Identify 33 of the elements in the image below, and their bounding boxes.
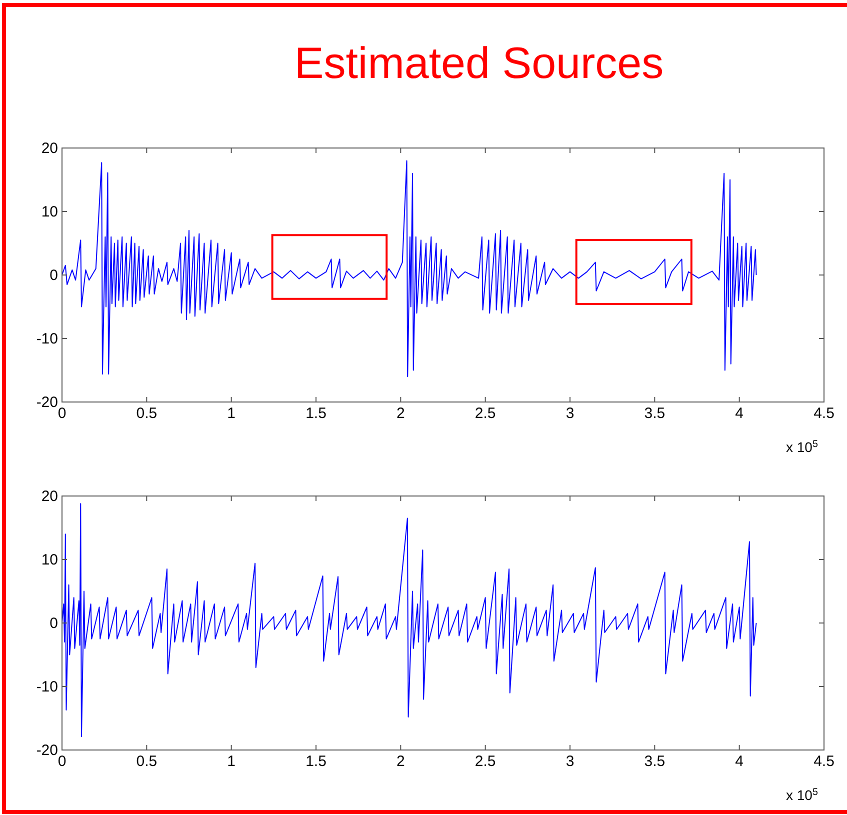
x-tick-label: 3 (566, 753, 574, 770)
y-tick-label: -20 (36, 742, 58, 759)
line-series (62, 503, 757, 738)
y-tick-label: -10 (36, 678, 58, 696)
x-tick-label: 1 (227, 405, 236, 422)
y-tick-label: -20 (36, 394, 58, 411)
y-tick-label: 0 (50, 615, 58, 632)
x-tick-label: 3 (566, 405, 574, 422)
x-tick-label: 1.5 (306, 405, 326, 422)
y-tick-label: 20 (41, 488, 58, 505)
x-tick-label: 2 (396, 405, 405, 422)
x-tick-label: 2 (396, 753, 405, 770)
x-tick-label: 3.5 (644, 405, 666, 422)
x-tick-label: 2.5 (474, 405, 496, 422)
x-tick-label: 3.5 (644, 753, 666, 770)
text: x 10$^{5}$ (786, 786, 818, 803)
x-tick-label: 0.5 (136, 753, 158, 770)
y-tick-label: 0 (50, 267, 58, 284)
y-tick-label: 10 (41, 204, 58, 220)
y-tick-label: -10 (36, 330, 58, 348)
y-tick-label: 10 (41, 552, 58, 568)
x-tick-label: 1 (227, 753, 236, 770)
y-tick-label: 20 (41, 140, 58, 157)
x-tick-label: 4.5 (814, 753, 834, 770)
x-tick-label: 1.5 (306, 753, 326, 770)
line-series (62, 160, 757, 378)
x-tick-label: 0.5 (136, 405, 158, 422)
x-tick-label: 2.5 (474, 753, 496, 770)
chart-title: Estimated Sources (294, 39, 664, 88)
x-tick-label: 4 (735, 753, 744, 770)
text: x 10$^{5}$ (786, 438, 818, 455)
x-tick-label: 4.5 (814, 405, 834, 422)
x-tick-label: 4 (735, 405, 744, 422)
